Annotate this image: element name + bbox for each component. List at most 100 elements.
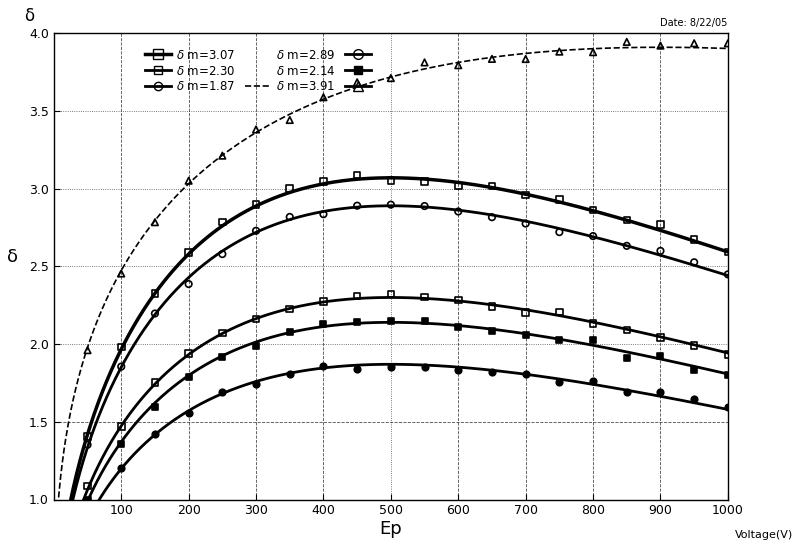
Point: [586, 377, 599, 386]
Point: [250, 315, 262, 323]
Point: [553, 308, 566, 317]
Point: [722, 403, 734, 412]
Point: [385, 200, 398, 209]
Point: [283, 369, 296, 378]
Point: [182, 280, 195, 288]
Point: [250, 125, 262, 134]
Point: [654, 41, 667, 50]
Point: [115, 464, 128, 473]
Point: [620, 325, 633, 334]
Point: [654, 333, 667, 342]
Point: [149, 429, 162, 438]
Point: [553, 228, 566, 236]
Point: [81, 482, 94, 491]
Point: [182, 373, 195, 381]
Point: [586, 319, 599, 328]
Point: [486, 213, 498, 222]
Point: [182, 248, 195, 257]
Text: δ: δ: [24, 7, 34, 25]
Point: [586, 206, 599, 214]
Point: [283, 115, 296, 124]
Text: Voltage(V): Voltage(V): [735, 530, 793, 540]
Point: [182, 176, 195, 185]
Point: [519, 55, 532, 63]
Point: [688, 366, 701, 375]
Point: [250, 380, 262, 389]
Point: [81, 517, 94, 526]
Point: [722, 370, 734, 379]
Point: [553, 377, 566, 386]
Point: [519, 219, 532, 228]
Point: [452, 61, 465, 69]
Point: [182, 409, 195, 418]
Point: [350, 292, 363, 301]
Point: [486, 182, 498, 190]
Point: [149, 309, 162, 318]
Point: [654, 388, 667, 397]
Point: [654, 352, 667, 360]
Point: [418, 293, 431, 301]
Point: [182, 349, 195, 358]
Point: [486, 302, 498, 311]
Point: [317, 93, 330, 102]
Legend: $\delta$ m=3.07, $\delta$ m=2.30, $\delta$ m=1.87, $\delta$ m=2.89, $\delta$ m=2: $\delta$ m=3.07, $\delta$ m=2.30, $\delt…: [141, 44, 380, 98]
Point: [149, 289, 162, 298]
Point: [722, 248, 734, 257]
Text: Date: 8/22/05: Date: 8/22/05: [661, 18, 728, 28]
Point: [350, 201, 363, 210]
Point: [654, 220, 667, 229]
Point: [722, 350, 734, 359]
Point: [385, 74, 398, 83]
X-axis label: Ep: Ep: [379, 520, 402, 538]
Point: [519, 190, 532, 199]
Point: [350, 78, 363, 86]
Point: [216, 218, 229, 226]
Point: [688, 258, 701, 267]
Point: [418, 362, 431, 371]
Point: [418, 317, 431, 325]
Point: [250, 200, 262, 209]
Point: [688, 341, 701, 350]
Point: [519, 370, 532, 379]
Point: [486, 55, 498, 63]
Point: [452, 207, 465, 216]
Point: [216, 352, 229, 361]
Y-axis label: δ: δ: [7, 248, 18, 266]
Point: [115, 362, 128, 371]
Point: [81, 496, 94, 505]
Point: [385, 317, 398, 325]
Point: [283, 327, 296, 336]
Point: [216, 329, 229, 337]
Point: [586, 232, 599, 241]
Point: [317, 362, 330, 370]
Point: [385, 176, 398, 185]
Point: [317, 177, 330, 186]
Point: [350, 318, 363, 327]
Point: [115, 269, 128, 278]
Point: [283, 184, 296, 193]
Point: [418, 202, 431, 211]
Point: [620, 38, 633, 46]
Point: [250, 226, 262, 235]
Point: [350, 171, 363, 179]
Point: [620, 241, 633, 250]
Point: [216, 388, 229, 397]
Point: [283, 213, 296, 222]
Point: [216, 152, 229, 160]
Point: [81, 346, 94, 354]
Point: [149, 403, 162, 411]
Point: [115, 440, 128, 449]
Point: [722, 270, 734, 279]
Point: [452, 295, 465, 304]
Point: [620, 353, 633, 362]
Point: [216, 249, 229, 258]
Point: [115, 422, 128, 431]
Point: [553, 47, 566, 56]
Point: [452, 323, 465, 331]
Point: [553, 195, 566, 204]
Point: [688, 235, 701, 243]
Point: [486, 327, 498, 335]
Point: [452, 365, 465, 374]
Point: [620, 216, 633, 224]
Point: [620, 387, 633, 396]
